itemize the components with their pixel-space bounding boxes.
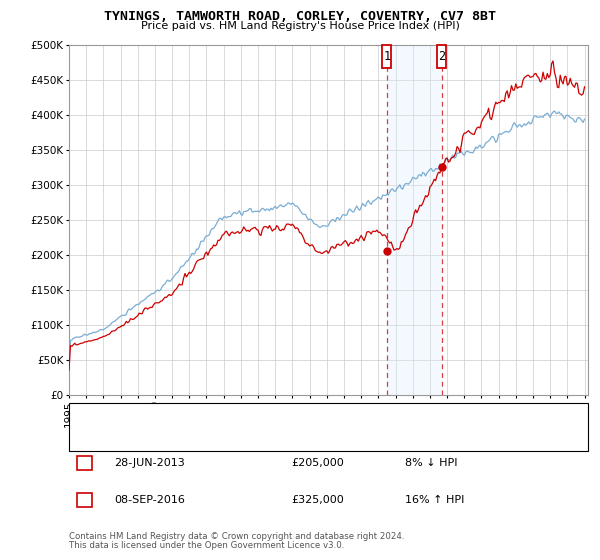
Text: 1: 1 [383,50,391,63]
Text: £325,000: £325,000 [291,495,344,505]
Bar [382,45,391,68]
Text: 2: 2 [438,50,445,63]
Text: Contains HM Land Registry data © Crown copyright and database right 2024.: Contains HM Land Registry data © Crown c… [69,532,404,541]
Text: TYNINGS, TAMWORTH ROAD, CORLEY, COVENTRY, CV7 8BT (detached house): TYNINGS, TAMWORTH ROAD, CORLEY, COVENTRY… [114,411,499,421]
Text: TYNINGS, TAMWORTH ROAD, CORLEY, COVENTRY, CV7 8BT: TYNINGS, TAMWORTH ROAD, CORLEY, COVENTRY… [104,10,496,23]
Text: 2: 2 [82,495,88,505]
Text: HPI: Average price, detached house, North Warwickshire: HPI: Average price, detached house, Nort… [114,433,395,443]
Text: 08-SEP-2016: 08-SEP-2016 [114,495,185,505]
Bar [437,45,446,68]
Bar [387,45,442,395]
Text: £205,000: £205,000 [291,459,344,468]
Text: Price paid vs. HM Land Registry's House Price Index (HPI): Price paid vs. HM Land Registry's House … [140,21,460,31]
Text: 1: 1 [82,459,88,468]
Text: 8% ↓ HPI: 8% ↓ HPI [405,459,458,468]
Text: 28-JUN-2013: 28-JUN-2013 [114,459,185,468]
Text: 16% ↑ HPI: 16% ↑ HPI [405,495,464,505]
Text: This data is licensed under the Open Government Licence v3.0.: This data is licensed under the Open Gov… [69,541,344,550]
